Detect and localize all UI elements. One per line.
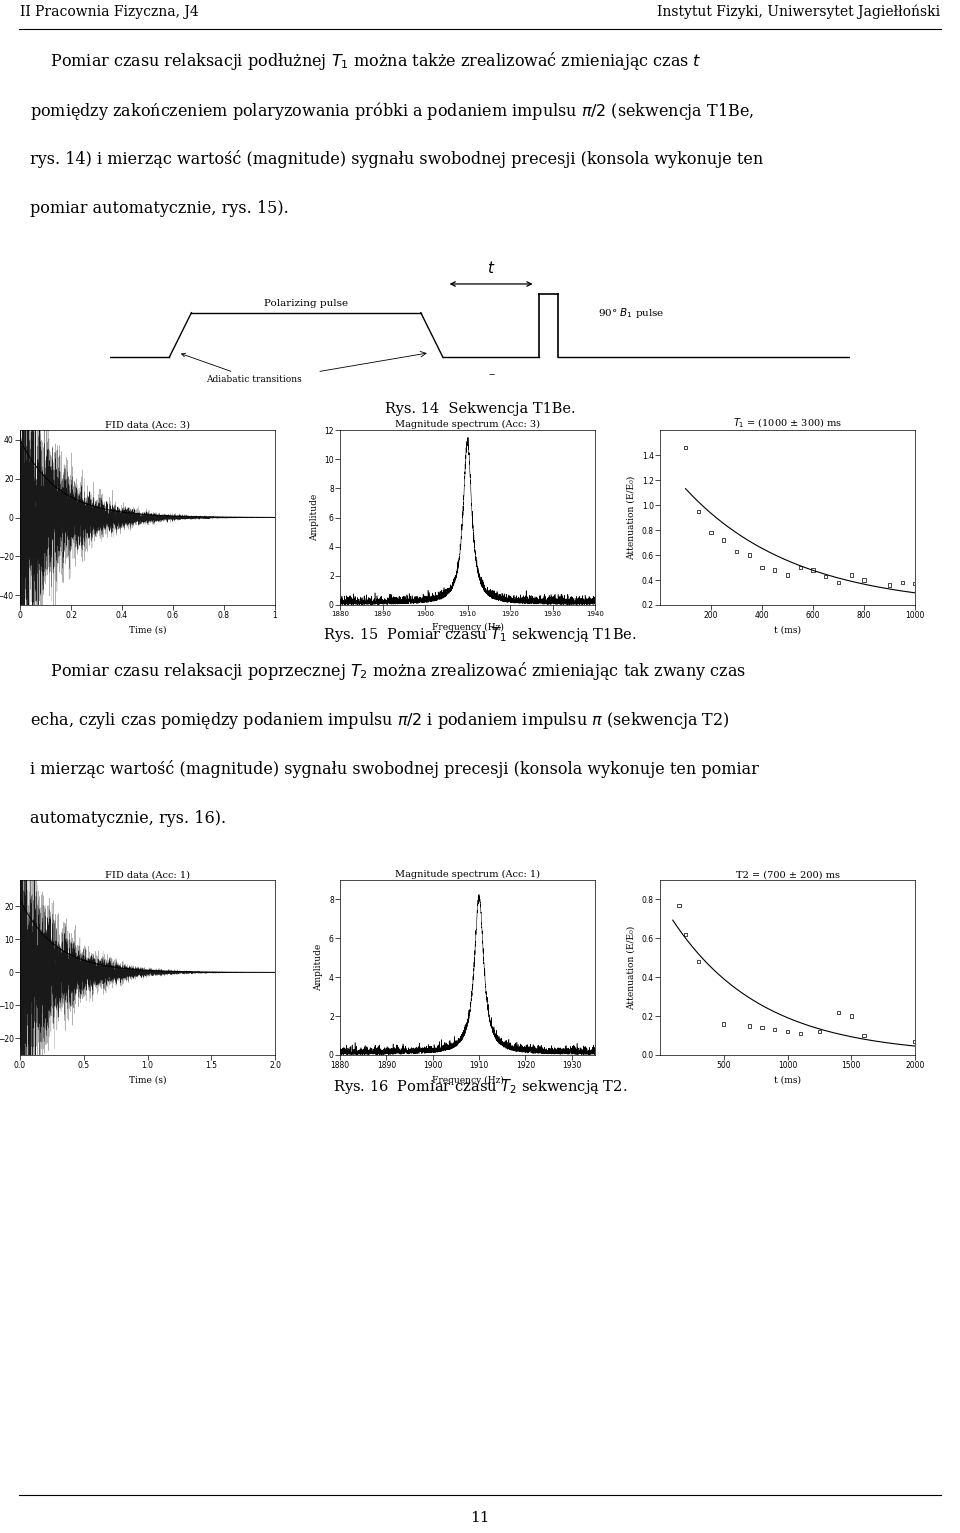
Point [907, 1029, 923, 1053]
Text: automatycznie, rys. 16).: automatycznie, rys. 16). [30, 809, 227, 826]
Point [767, 558, 782, 583]
Point [780, 563, 795, 587]
Point [767, 1018, 782, 1042]
Text: pomiędzy zakończeniem polaryzowania próbki a podaniem impulsu $\pi/2$ (sekwencja: pomiędzy zakończeniem polaryzowania prób… [30, 100, 755, 123]
Text: 90° $B_1$ pulse: 90° $B_1$ pulse [598, 305, 665, 320]
Text: Pomiar czasu relaksacji poprzecznej $T_2$ można zrealizować zmieniając tak zwany: Pomiar czasu relaksacji poprzecznej $T_2… [30, 661, 746, 682]
Point [882, 573, 898, 598]
Point [755, 1015, 770, 1039]
Text: Rys. 15  Pomiar czasu $T_1$ sekwencją T1Be.: Rys. 15 Pomiar czasu $T_1$ sekwencją T1B… [324, 624, 636, 644]
Point [704, 520, 719, 544]
Point [856, 567, 872, 592]
Title: FID data (Acc: 3): FID data (Acc: 3) [105, 420, 190, 429]
Text: II Pracownia Fizyczna, J4: II Pracownia Fizyczna, J4 [20, 5, 199, 18]
X-axis label: Frequency (Hz): Frequency (Hz) [432, 1076, 503, 1085]
X-axis label: t (ms): t (ms) [774, 1076, 801, 1085]
Point [741, 543, 756, 567]
Text: Rys. 16  Pomiar czasu $T_2$ sekwencją T2.: Rys. 16 Pomiar czasu $T_2$ sekwencją T2. [333, 1078, 627, 1096]
Point [812, 1019, 828, 1044]
Point [671, 894, 686, 918]
Title: Magnitude spectrum (Acc: 1): Magnitude spectrum (Acc: 1) [395, 871, 540, 880]
Point [678, 435, 693, 460]
X-axis label: Time (s): Time (s) [129, 1076, 166, 1085]
Point [690, 498, 706, 523]
X-axis label: Frequency (Hz): Frequency (Hz) [432, 622, 503, 632]
Text: i mierząc wartość (magnitude) sygnału swobodnej precesji (konsola wykonuje ten p: i mierząc wartość (magnitude) sygnału sw… [30, 760, 758, 779]
Text: Pomiar czasu relaksacji podłużnej $T_1$ można także zrealizować zmieniając czas : Pomiar czasu relaksacji podłużnej $T_1$ … [30, 51, 702, 72]
Point [755, 555, 770, 579]
Point [690, 949, 706, 973]
Point [830, 1000, 846, 1024]
Text: rys. 14) i mierząc wartość (magnitude) sygnału swobodnej precesji (konsola wykon: rys. 14) i mierząc wartość (magnitude) s… [30, 150, 763, 169]
Point [780, 1019, 795, 1044]
X-axis label: Time (s): Time (s) [129, 625, 166, 635]
Point [844, 563, 859, 587]
Point [741, 1013, 756, 1038]
Point [729, 540, 744, 564]
Title: T2 = (700 ± 200) ms: T2 = (700 ± 200) ms [735, 871, 839, 880]
Text: Polarizing pulse: Polarizing pulse [264, 299, 348, 308]
Point [844, 1004, 859, 1029]
Point [793, 1021, 808, 1046]
Text: Adiabatic transitions: Adiabatic transitions [181, 354, 302, 383]
Point [678, 923, 693, 947]
X-axis label: t (ms): t (ms) [774, 625, 801, 635]
Point [716, 527, 732, 552]
Y-axis label: Amplitude: Amplitude [314, 944, 324, 992]
Text: 11: 11 [470, 1512, 490, 1525]
Point [856, 1024, 872, 1049]
Point [793, 555, 808, 579]
Text: $t$: $t$ [487, 261, 495, 276]
Y-axis label: Attenuation (E/E₀): Attenuation (E/E₀) [627, 926, 636, 1010]
Text: –: – [488, 368, 494, 382]
Text: pomiar automatycznie, rys. 15).: pomiar automatycznie, rys. 15). [30, 199, 289, 218]
Title: $T_1$ = (1000 ± 300) ms: $T_1$ = (1000 ± 300) ms [732, 417, 842, 429]
Y-axis label: Amplitude: Amplitude [309, 494, 319, 541]
Text: echa, czyli czas pomiędzy podaniem impulsu $\pi/2$ i podaniem impulsu $\pi$ (sek: echa, czyli czas pomiędzy podaniem impul… [30, 710, 730, 731]
Y-axis label: Attenuation (E/E₀): Attenuation (E/E₀) [627, 475, 636, 560]
Title: FID data (Acc: 1): FID data (Acc: 1) [105, 871, 190, 880]
Point [907, 572, 923, 596]
Point [716, 1012, 732, 1036]
Point [818, 564, 833, 589]
Point [805, 558, 821, 583]
Text: Instytut Fizyki, Uniwersytet Jagiełłoński: Instytut Fizyki, Uniwersytet Jagiełłońsk… [657, 5, 940, 20]
Text: Rys. 14  Sekwencja T1Be.: Rys. 14 Sekwencja T1Be. [385, 402, 575, 415]
Point [830, 570, 846, 595]
Title: Magnitude spectrum (Acc: 3): Magnitude spectrum (Acc: 3) [395, 420, 540, 429]
Point [895, 570, 910, 595]
